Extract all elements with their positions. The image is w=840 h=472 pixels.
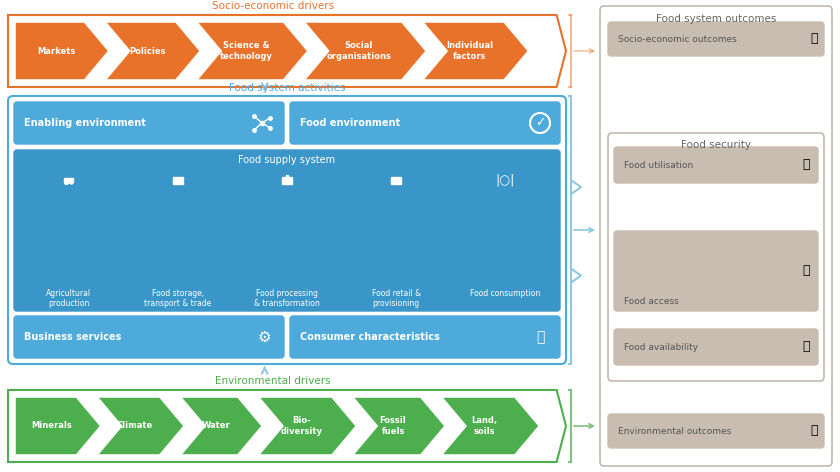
FancyBboxPatch shape	[600, 6, 832, 466]
Text: Food system outcomes: Food system outcomes	[656, 14, 776, 24]
Text: Food availability: Food availability	[624, 343, 698, 352]
Polygon shape	[199, 23, 307, 79]
Polygon shape	[183, 398, 260, 454]
Text: Environmental drivers: Environmental drivers	[215, 376, 331, 386]
Text: Agricultural
production: Agricultural production	[46, 289, 92, 308]
Text: |○|: |○|	[496, 174, 515, 186]
FancyBboxPatch shape	[290, 102, 560, 144]
Text: Business services: Business services	[24, 332, 121, 342]
Text: Food consumption: Food consumption	[470, 289, 540, 298]
Polygon shape	[425, 23, 528, 79]
FancyBboxPatch shape	[614, 329, 818, 365]
Text: 🍴: 🍴	[802, 264, 810, 278]
Text: Enabling environment: Enabling environment	[24, 118, 146, 128]
FancyBboxPatch shape	[614, 231, 818, 311]
Polygon shape	[16, 398, 99, 454]
Polygon shape	[260, 398, 355, 454]
Text: Social
organisations: Social organisations	[326, 42, 391, 61]
Text: Food security: Food security	[681, 140, 751, 150]
Text: Food system activities: Food system activities	[228, 83, 345, 93]
Text: Minerals: Minerals	[31, 421, 72, 430]
Circle shape	[70, 181, 73, 184]
Text: ⚙: ⚙	[257, 329, 270, 345]
FancyBboxPatch shape	[14, 316, 284, 358]
Text: Socio-economic outcomes: Socio-economic outcomes	[618, 34, 737, 43]
Text: Land,
soils: Land, soils	[471, 416, 497, 436]
Bar	[65, 178, 73, 182]
Text: Food access: Food access	[624, 297, 679, 306]
Text: 🚛: 🚛	[802, 340, 810, 354]
Text: ✓: ✓	[535, 117, 545, 129]
Polygon shape	[16, 23, 108, 79]
Text: Climate: Climate	[117, 421, 154, 430]
Text: Water: Water	[202, 421, 231, 430]
FancyBboxPatch shape	[290, 316, 560, 358]
Polygon shape	[355, 398, 444, 454]
FancyBboxPatch shape	[608, 133, 824, 381]
Text: Environmental outcomes: Environmental outcomes	[618, 427, 732, 436]
Circle shape	[530, 113, 550, 133]
Text: Food environment: Food environment	[300, 118, 400, 128]
Polygon shape	[307, 23, 425, 79]
Polygon shape	[108, 23, 199, 79]
FancyBboxPatch shape	[14, 150, 560, 311]
FancyBboxPatch shape	[14, 102, 284, 144]
FancyBboxPatch shape	[614, 147, 818, 183]
Text: 🍽: 🍽	[802, 159, 810, 171]
Polygon shape	[99, 398, 183, 454]
Text: Bio-
diversity: Bio- diversity	[281, 416, 323, 436]
Text: Socio-economic drivers: Socio-economic drivers	[212, 1, 334, 11]
FancyBboxPatch shape	[608, 22, 824, 56]
Text: Food storage,
transport & trade: Food storage, transport & trade	[144, 289, 212, 308]
Bar	[286, 175, 288, 178]
Text: Markets: Markets	[37, 47, 76, 56]
Polygon shape	[444, 398, 538, 454]
Text: Food utilisation: Food utilisation	[624, 160, 693, 169]
Text: Science &
technology: Science & technology	[220, 42, 273, 61]
Text: Food retail &
provisioning: Food retail & provisioning	[371, 289, 421, 308]
Text: Individual
factors: Individual factors	[446, 42, 493, 61]
Text: Food supply system: Food supply system	[239, 155, 335, 165]
Text: 💰: 💰	[811, 33, 818, 45]
Text: Food processing
& transformation: Food processing & transformation	[254, 289, 320, 308]
Circle shape	[65, 180, 69, 185]
Text: 🌍: 🌍	[811, 424, 818, 438]
Bar	[173, 177, 183, 184]
Text: Consumer characteristics: Consumer characteristics	[300, 332, 440, 342]
Text: Fossil
fuels: Fossil fuels	[380, 416, 407, 436]
Bar	[391, 177, 402, 184]
Bar	[282, 177, 292, 184]
Text: Policies: Policies	[129, 47, 166, 56]
FancyBboxPatch shape	[608, 414, 824, 448]
Text: 🧺: 🧺	[536, 330, 544, 344]
FancyBboxPatch shape	[8, 96, 566, 364]
